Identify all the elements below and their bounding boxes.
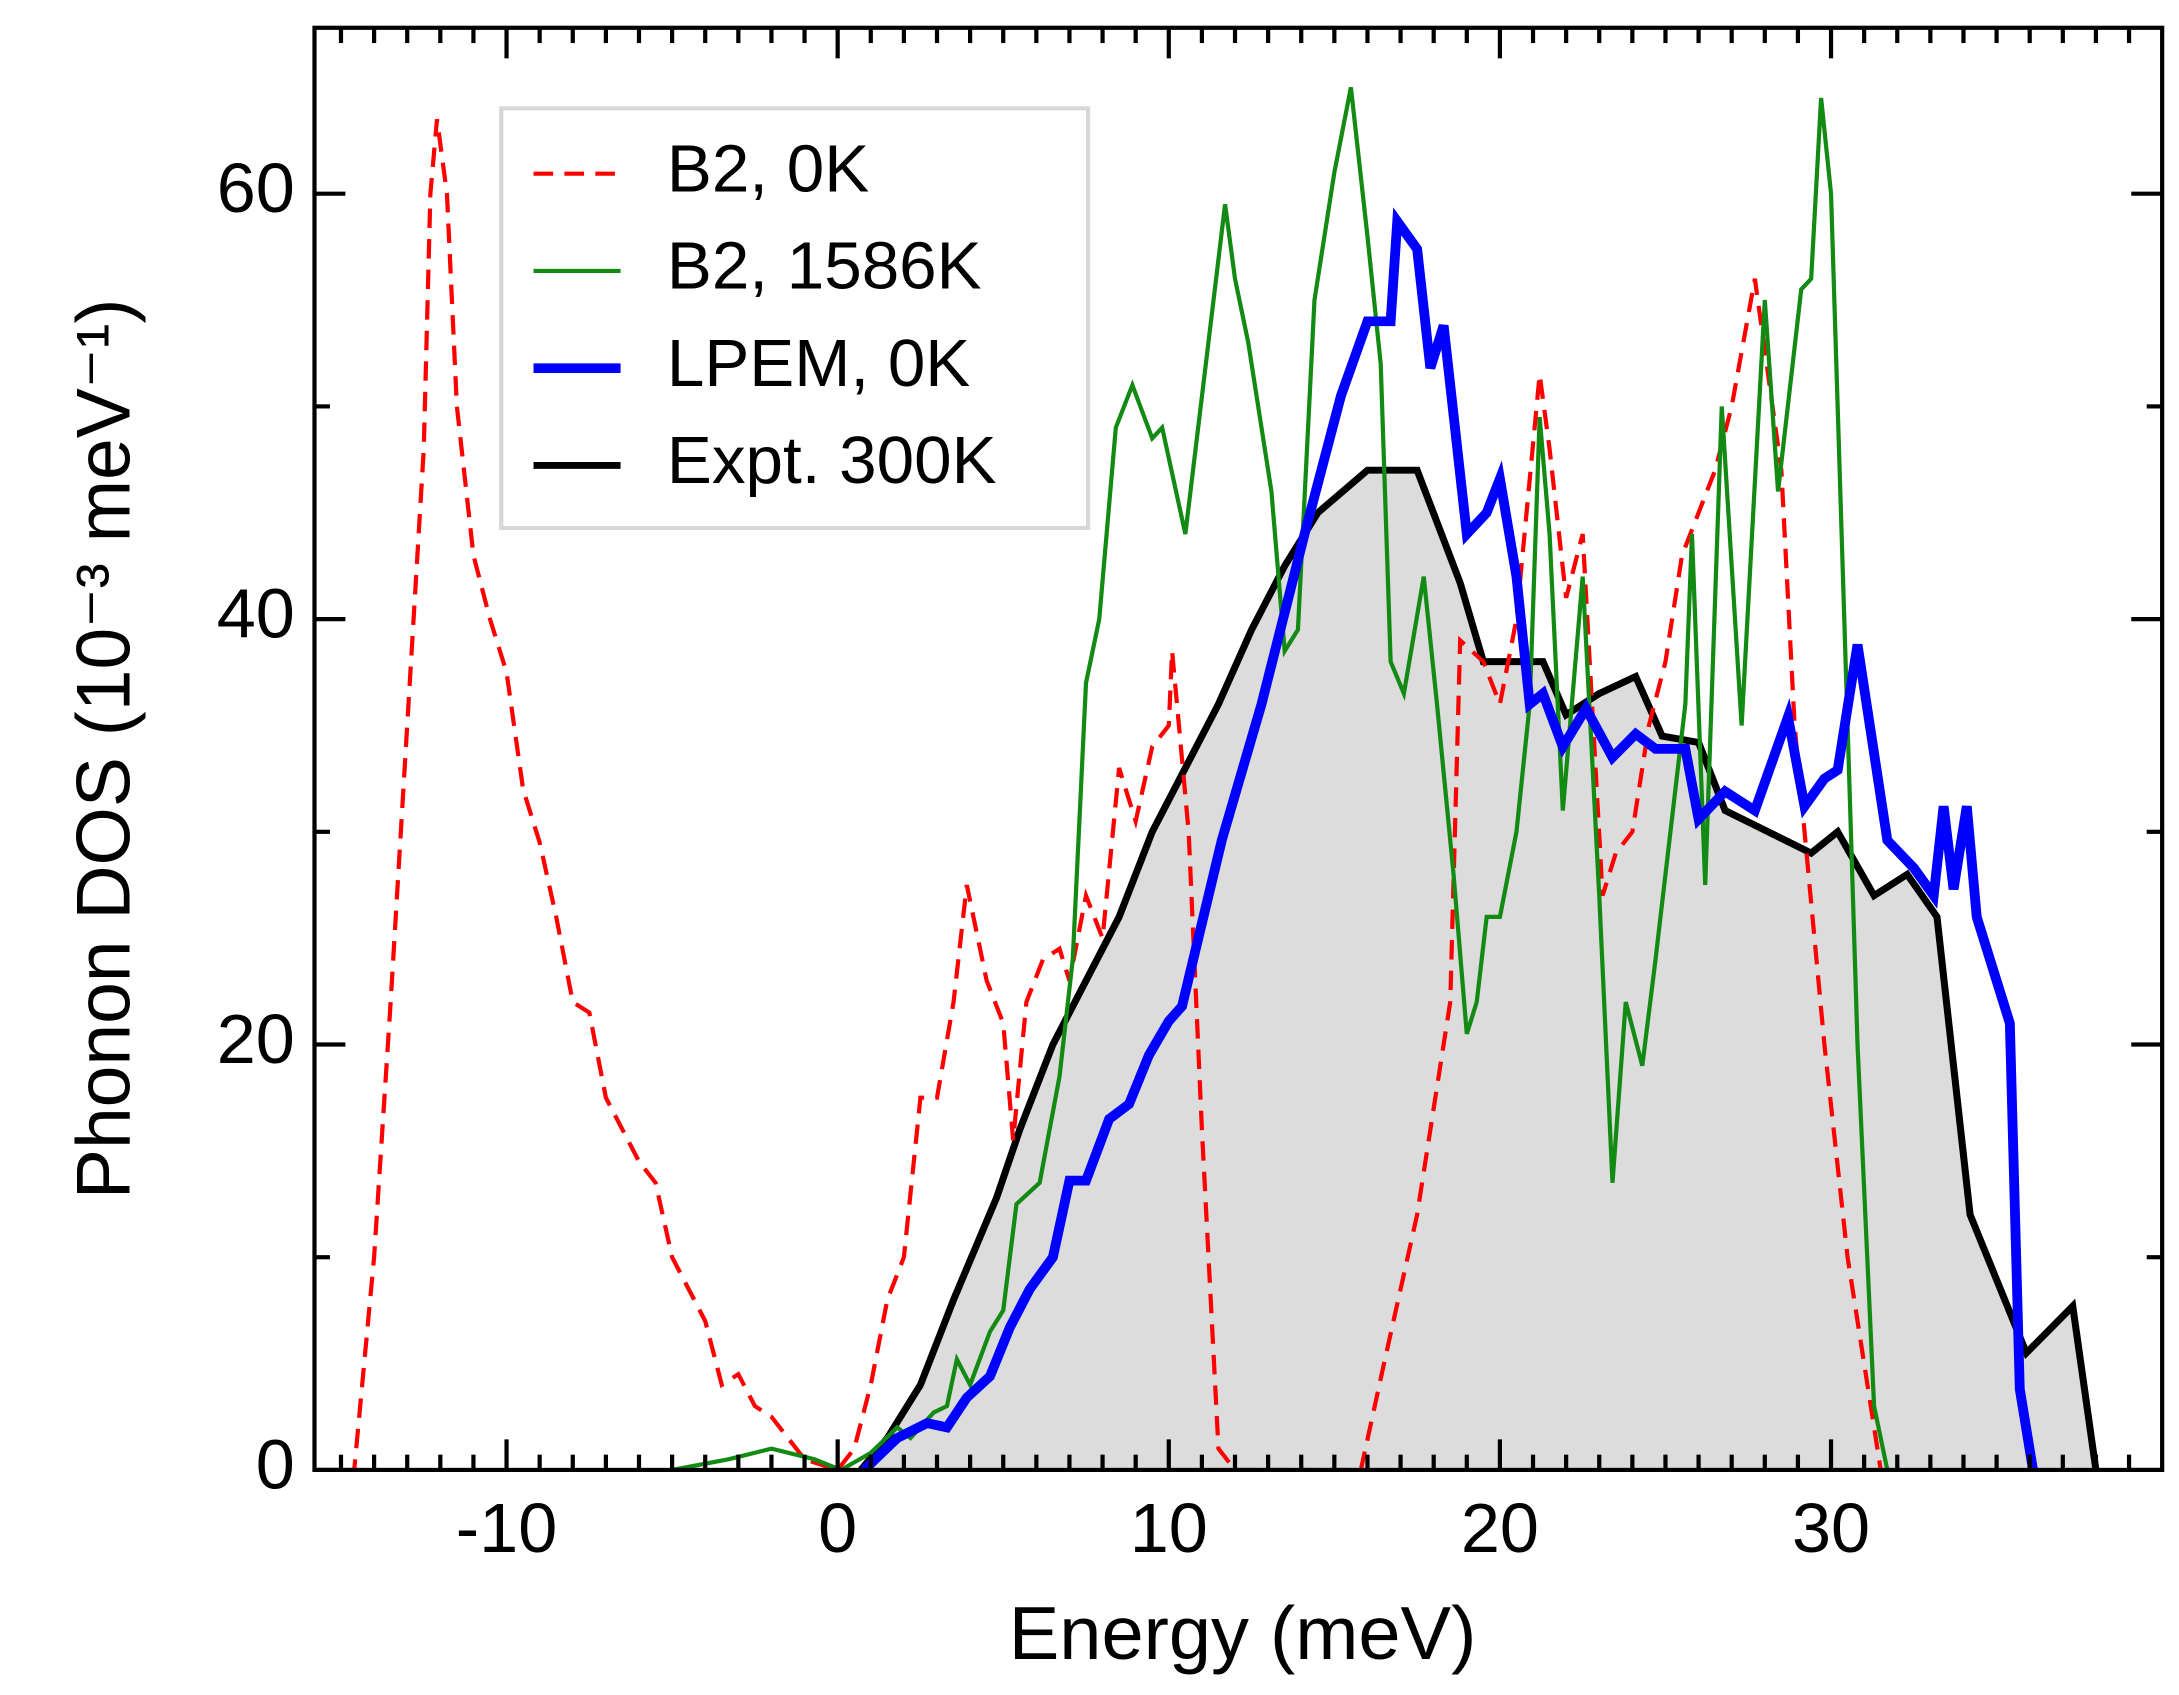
- x-tick-label: -10: [456, 1490, 557, 1568]
- x-tick-label: 10: [1130, 1490, 1208, 1568]
- x-tick-label: 0: [818, 1490, 857, 1568]
- legend-box: [499, 106, 1091, 531]
- plot-area: [314, 86, 2100, 1470]
- x-tick-label: 30: [1792, 1490, 1870, 1568]
- x-tick-label: 20: [1461, 1490, 1539, 1568]
- y-axis-label: Phonon DOS (10⁻³ meV⁻¹): [61, 299, 145, 1199]
- y-tick-label: 40: [217, 575, 295, 653]
- legend-label: B2, 0K: [667, 132, 869, 207]
- series-line: [671, 86, 1890, 1470]
- series-line: [860, 207, 2038, 1470]
- series-line: [858, 466, 2100, 1470]
- series-line: [314, 118, 1883, 1470]
- plot-frame: [312, 25, 2165, 1473]
- y-tick-label: 20: [217, 1000, 295, 1078]
- x-axis-label: Energy (meV): [1009, 1592, 1477, 1676]
- y-tick-label: 60: [217, 149, 295, 227]
- y-tick-label: 0: [256, 1426, 295, 1504]
- legend-label: B2, 1586K: [667, 229, 982, 304]
- legend-label: Expt. 300K: [667, 423, 997, 498]
- legend-label: LPEM, 0K: [667, 326, 970, 401]
